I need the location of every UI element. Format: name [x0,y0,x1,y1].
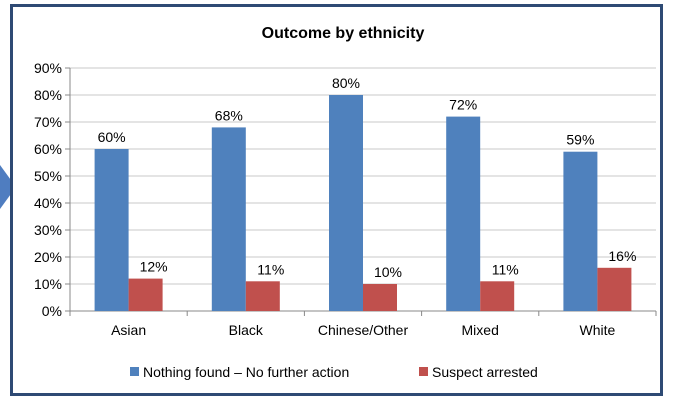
bar [563,151,598,311]
legend-label: Suspect arrested [432,364,538,380]
bar [597,267,632,311]
x-axis: Asian Black Chinese/Other Mixed White [69,311,657,338]
data-label: 11% [257,261,284,277]
data-label: 68% [215,107,243,123]
chart-title: Outcome by ethnicity [262,25,425,42]
legend: Nothing found – No further action Suspect… [130,364,538,380]
y-tick-label: 60% [34,141,62,157]
data-label: 60% [98,129,126,145]
bar [363,284,397,311]
data-label: 16% [608,248,636,264]
data-label: 59% [566,132,594,148]
bar [128,278,163,311]
x-tick-label: Chinese/Other [318,322,409,338]
bar [94,149,129,311]
x-tick-label: White [580,322,616,338]
data-label: 12% [140,259,168,275]
y-tick-label: 40% [34,195,62,211]
legend-swatch [130,367,139,376]
bars: 60% 12% 68% 11% 80% 10% 72% 11% 59% 16% [94,75,636,312]
y-tick-label: 90% [34,60,62,76]
bar [211,127,246,312]
y-tick-label: 30% [34,222,62,238]
bar [480,281,515,311]
y-tick-label: 20% [34,249,62,265]
data-label: 11% [492,261,519,277]
bar [329,95,363,311]
x-tick-label: Asian [111,322,146,338]
legend-swatch [419,367,428,376]
x-tick-label: Mixed [462,322,499,338]
y-tick-label: 50% [34,168,62,184]
y-tick-label: 10% [34,276,62,292]
bar [245,281,280,311]
legend-label: Nothing found – No further action [143,364,349,380]
y-tick-label: 0% [42,303,62,319]
y-tick-label: 80% [34,87,62,103]
y-tick-label: 70% [34,114,62,130]
bar [446,116,481,311]
data-label: 80% [332,75,360,91]
data-label: 10% [374,264,402,280]
y-axis: 0% 10% 20% 30% 40% 50% 60% 70% 80% 90% [34,60,71,319]
data-label: 72% [449,97,477,113]
x-tick-label: Black [229,322,264,338]
